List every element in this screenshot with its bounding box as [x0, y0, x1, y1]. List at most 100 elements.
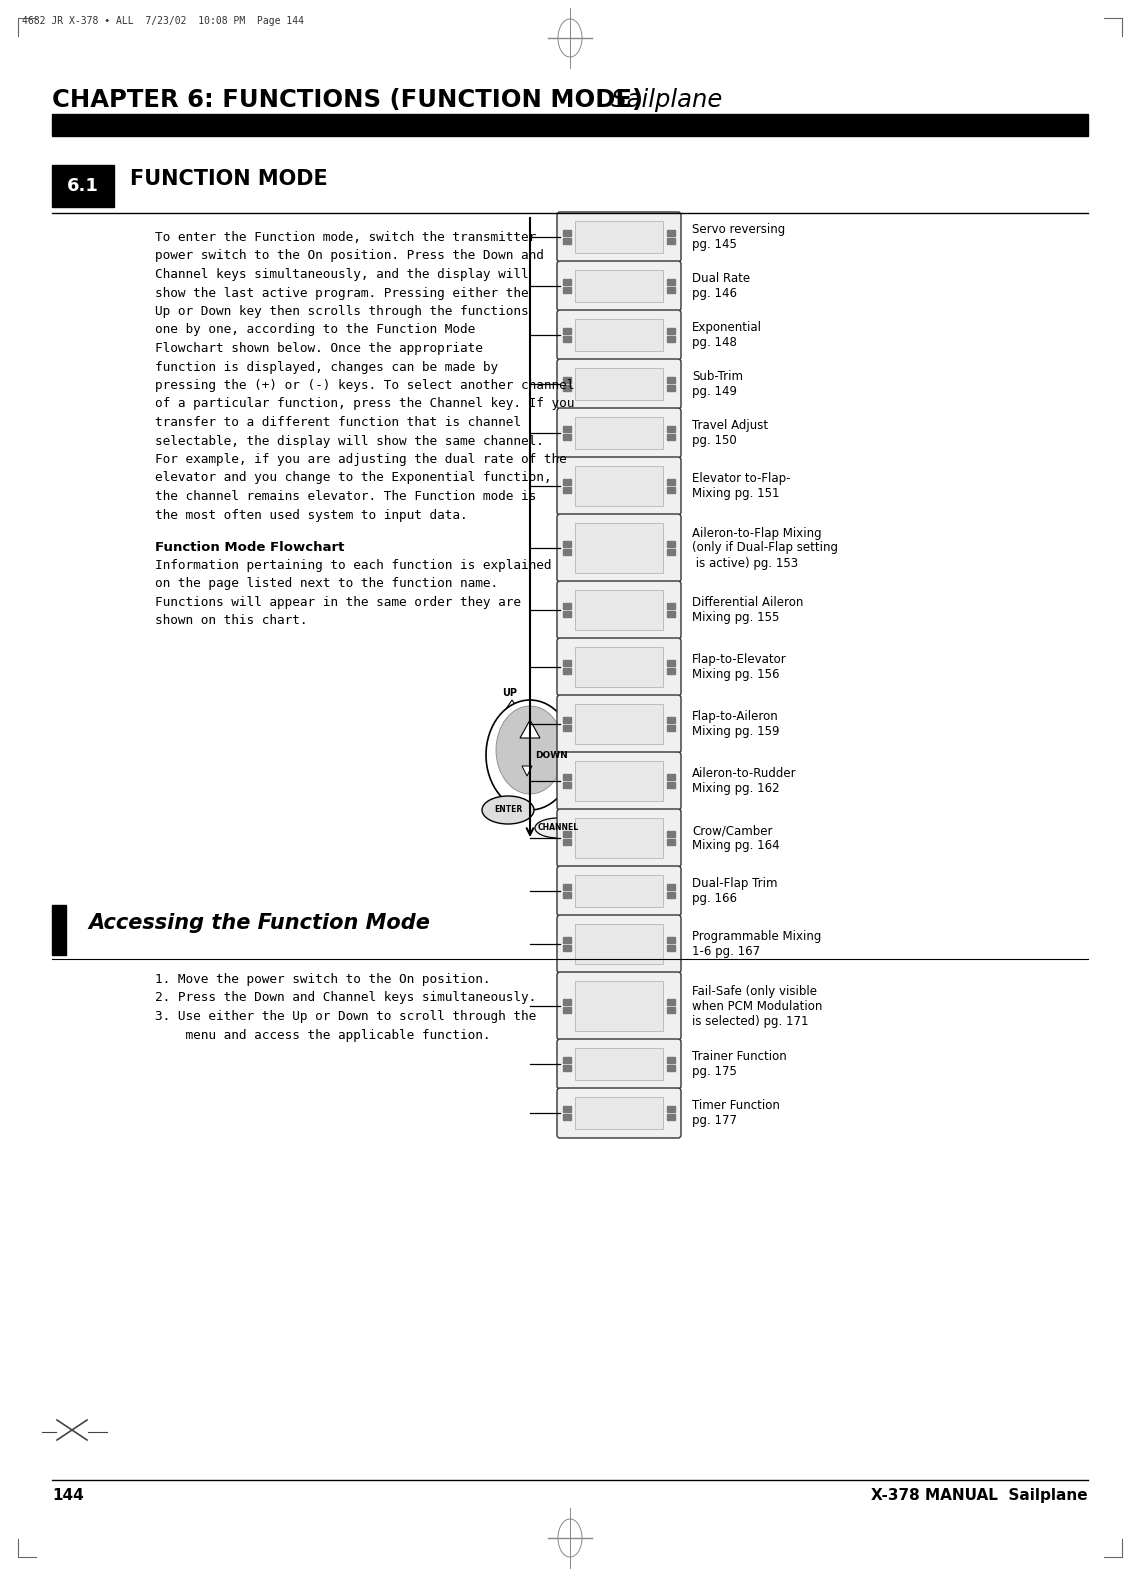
Bar	[667, 1065, 675, 1071]
Bar	[563, 1114, 571, 1120]
Bar	[563, 945, 571, 951]
Bar	[575, 320, 663, 351]
Text: To enter the Function mode, switch the transmitter: To enter the Function mode, switch the t…	[155, 232, 536, 244]
Bar	[667, 425, 675, 432]
Text: Flap-to-Aileron
Mixing pg. 159: Flap-to-Aileron Mixing pg. 159	[692, 710, 780, 739]
Text: Functions will appear in the same order they are: Functions will appear in the same order …	[155, 595, 521, 610]
FancyBboxPatch shape	[557, 1088, 681, 1139]
Text: Information pertaining to each function is explained: Information pertaining to each function …	[155, 559, 552, 572]
Text: transfer to a different function that is channel: transfer to a different function that is…	[155, 416, 521, 428]
Text: Sub-Trim
pg. 149: Sub-Trim pg. 149	[692, 370, 743, 398]
Bar	[563, 435, 571, 439]
FancyBboxPatch shape	[557, 866, 681, 917]
Bar	[667, 884, 675, 890]
Bar	[667, 328, 675, 334]
Bar	[667, 479, 675, 485]
Bar	[563, 668, 571, 674]
Bar	[575, 981, 663, 1032]
FancyBboxPatch shape	[557, 695, 681, 753]
Bar	[667, 550, 675, 554]
Bar	[575, 591, 663, 630]
Bar	[575, 369, 663, 400]
Text: elevator and you change to the Exponential function,: elevator and you change to the Exponenti…	[155, 471, 552, 485]
Bar	[575, 523, 663, 573]
Bar	[563, 999, 571, 1005]
Bar	[575, 647, 663, 687]
Bar	[667, 376, 675, 383]
Bar	[667, 487, 675, 493]
FancyBboxPatch shape	[557, 915, 681, 973]
Bar	[575, 817, 663, 858]
FancyBboxPatch shape	[557, 261, 681, 310]
Text: Aileron-to-Rudder
Mixing pg. 162: Aileron-to-Rudder Mixing pg. 162	[692, 767, 797, 795]
Bar	[563, 384, 571, 391]
Bar	[563, 487, 571, 493]
Bar	[563, 660, 571, 666]
Text: 6.1: 6.1	[67, 176, 99, 195]
Bar	[667, 999, 675, 1005]
Bar	[563, 238, 571, 244]
Text: FUNCTION MODE: FUNCTION MODE	[130, 169, 328, 189]
Text: 144: 144	[52, 1488, 83, 1503]
Text: 3. Use either the Up or Down to scroll through the: 3. Use either the Up or Down to scroll t…	[155, 1010, 536, 1024]
Bar	[575, 221, 663, 254]
Bar	[667, 832, 675, 836]
Text: Flowchart shown below. Once the appropriate: Flowchart shown below. Once the appropri…	[155, 342, 483, 354]
FancyBboxPatch shape	[557, 457, 681, 515]
Ellipse shape	[535, 817, 581, 838]
Text: shown on this chart.: shown on this chart.	[155, 614, 308, 627]
Bar	[667, 945, 675, 951]
Bar	[667, 937, 675, 943]
Bar	[667, 717, 675, 723]
Bar	[667, 668, 675, 674]
Text: Fail-Safe (only visible
when PCM Modulation
is selected) pg. 171: Fail-Safe (only visible when PCM Modulat…	[692, 984, 822, 1027]
Bar	[575, 876, 663, 907]
Bar	[563, 937, 571, 943]
Bar	[575, 417, 663, 449]
Bar	[563, 279, 571, 285]
FancyBboxPatch shape	[557, 581, 681, 639]
Bar	[667, 773, 675, 780]
Bar	[667, 839, 675, 846]
Text: Dual-Flap Trim
pg. 166: Dual-Flap Trim pg. 166	[692, 877, 777, 906]
Text: on the page listed next to the function name.: on the page listed next to the function …	[155, 578, 498, 591]
Bar	[667, 891, 675, 898]
Text: of a particular function, press the Channel key. If you: of a particular function, press the Chan…	[155, 397, 575, 411]
Bar	[667, 384, 675, 391]
Ellipse shape	[496, 706, 564, 794]
Bar	[667, 540, 675, 547]
Text: Elevator to-Flap-
Mixing pg. 151: Elevator to-Flap- Mixing pg. 151	[692, 472, 790, 499]
Text: CHANNEL: CHANNEL	[537, 824, 579, 833]
Bar	[563, 839, 571, 846]
Bar	[575, 925, 663, 964]
FancyBboxPatch shape	[557, 972, 681, 1040]
Bar	[563, 287, 571, 293]
FancyBboxPatch shape	[557, 1040, 681, 1088]
Bar	[52, 165, 114, 206]
Bar	[667, 1006, 675, 1013]
Text: CHAPTER 6: FUNCTIONS (FUNCTION MODE): CHAPTER 6: FUNCTIONS (FUNCTION MODE)	[52, 88, 643, 112]
Bar	[667, 287, 675, 293]
FancyBboxPatch shape	[557, 359, 681, 410]
Bar	[667, 335, 675, 342]
Bar	[667, 238, 675, 244]
Text: menu and access the applicable function.: menu and access the applicable function.	[155, 1028, 490, 1041]
Text: the channel remains elevator. The Function mode is: the channel remains elevator. The Functi…	[155, 490, 536, 502]
Text: ENTER: ENTER	[494, 805, 522, 814]
FancyBboxPatch shape	[557, 513, 681, 583]
FancyBboxPatch shape	[557, 408, 681, 458]
Bar	[563, 891, 571, 898]
Text: Differential Aileron
Mixing pg. 155: Differential Aileron Mixing pg. 155	[692, 595, 804, 624]
Bar	[563, 230, 571, 236]
Bar	[563, 773, 571, 780]
Ellipse shape	[482, 795, 534, 824]
Text: Travel Adjust
pg. 150: Travel Adjust pg. 150	[692, 419, 768, 447]
FancyBboxPatch shape	[557, 810, 681, 866]
Text: Accessing the Function Mode: Accessing the Function Mode	[88, 913, 430, 932]
FancyBboxPatch shape	[557, 751, 681, 810]
Bar	[667, 660, 675, 666]
Polygon shape	[504, 699, 520, 712]
Bar	[563, 832, 571, 836]
FancyBboxPatch shape	[557, 213, 681, 261]
Bar	[667, 611, 675, 617]
